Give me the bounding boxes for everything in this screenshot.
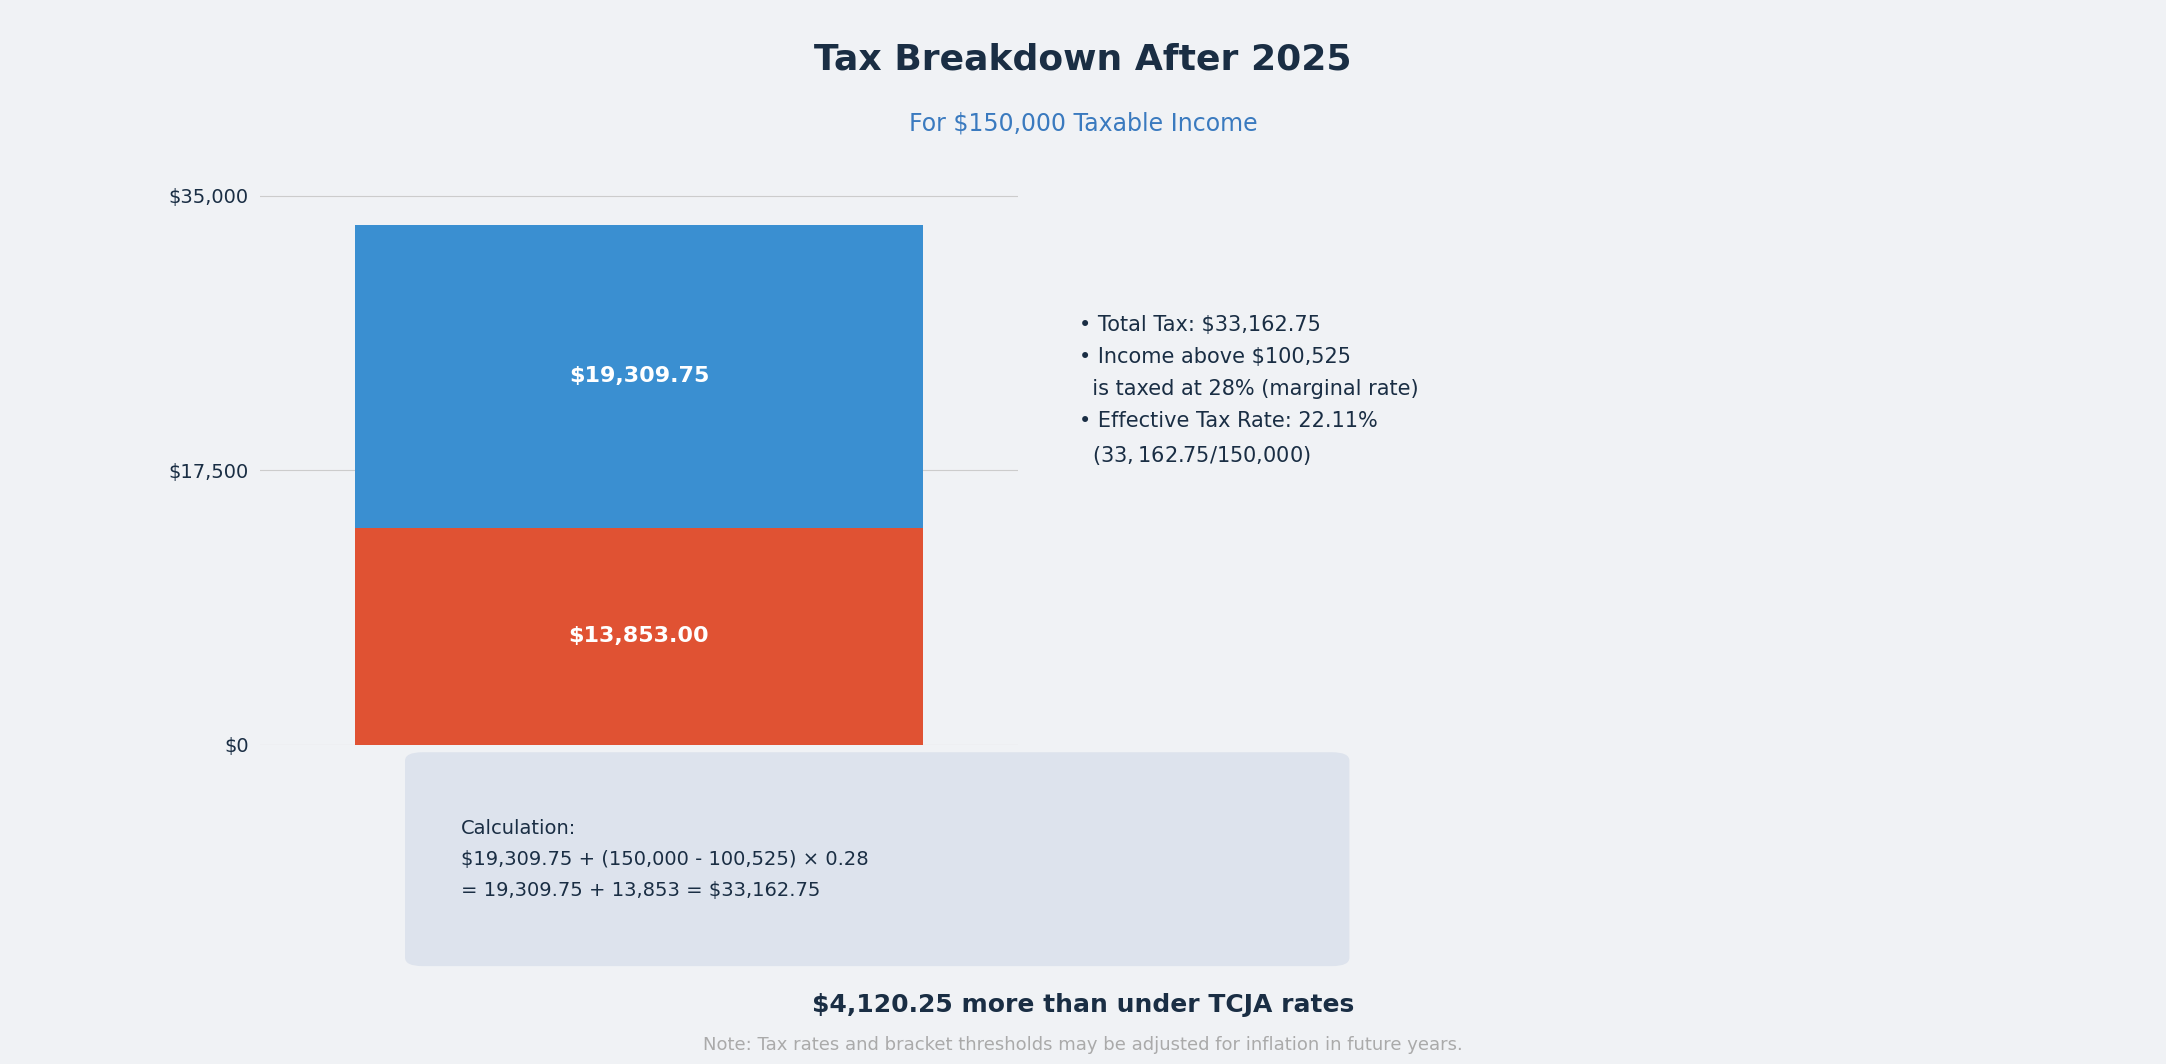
- Text: Tax Breakdown After 2025: Tax Breakdown After 2025: [814, 43, 1352, 77]
- Text: • Total Tax: $33,162.75
• Income above $100,525
  is taxed at 28% (marginal rate: • Total Tax: $33,162.75 • Income above $…: [1079, 315, 1419, 467]
- Text: $4,120.25 more than under TCJA rates: $4,120.25 more than under TCJA rates: [812, 994, 1354, 1017]
- Text: $13,853.00: $13,853.00: [570, 627, 708, 646]
- Text: $19,309.75: $19,309.75: [570, 366, 708, 386]
- Text: For $150,000 Taxable Income: For $150,000 Taxable Income: [910, 112, 1256, 136]
- Bar: [355, 225, 923, 528]
- Text: Calculation:
$19,309.75 + (150,000 - 100,525) × 0.28
= 19,309.75 + 13,853 = $33,: Calculation: $19,309.75 + (150,000 - 100…: [461, 818, 869, 900]
- Text: Note: Tax rates and bracket thresholds may be adjusted for inflation in future y: Note: Tax rates and bracket thresholds m…: [704, 1036, 1462, 1053]
- Bar: [355, 528, 923, 745]
